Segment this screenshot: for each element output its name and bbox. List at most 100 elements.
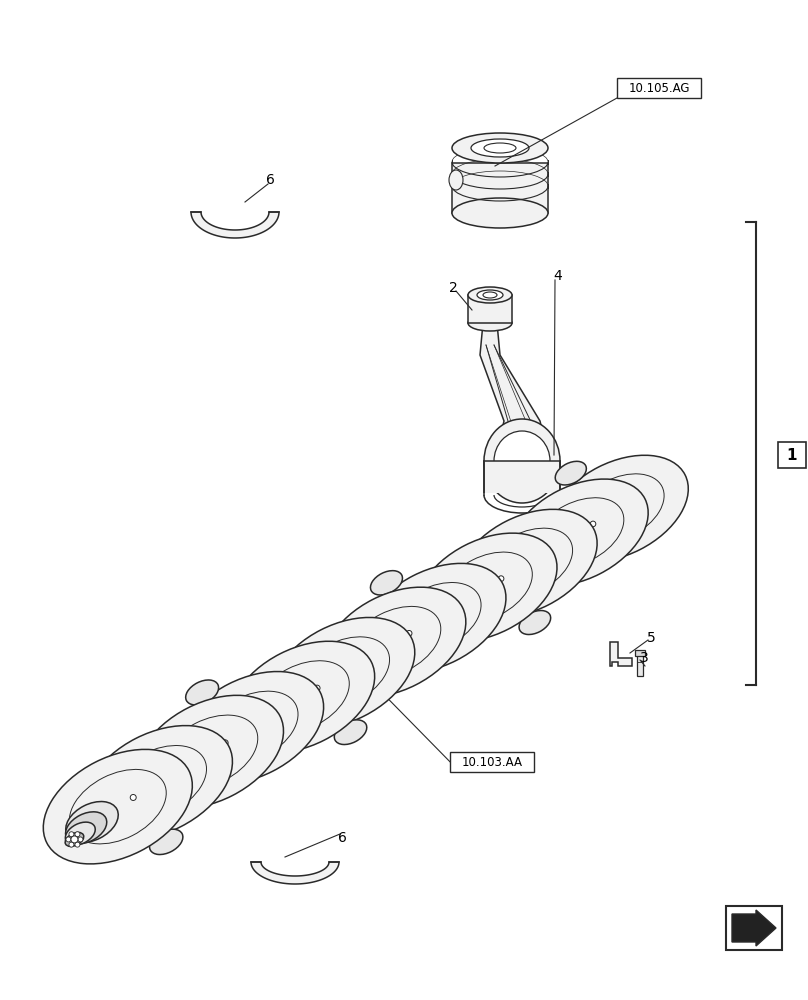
Ellipse shape	[550, 455, 688, 561]
Ellipse shape	[468, 315, 512, 331]
Polygon shape	[390, 614, 430, 651]
Ellipse shape	[65, 822, 95, 845]
Polygon shape	[335, 647, 375, 684]
Circle shape	[355, 661, 360, 667]
Bar	[450, 752, 534, 772]
Ellipse shape	[370, 571, 402, 595]
Bar	[726, 906, 782, 950]
Circle shape	[75, 842, 80, 847]
Circle shape	[66, 837, 71, 842]
Ellipse shape	[65, 812, 107, 844]
Circle shape	[75, 832, 80, 837]
Ellipse shape	[509, 479, 648, 586]
Ellipse shape	[449, 170, 463, 190]
Polygon shape	[468, 295, 512, 323]
Ellipse shape	[484, 419, 560, 503]
Text: 3: 3	[640, 651, 648, 665]
Polygon shape	[610, 642, 632, 666]
Text: 4: 4	[553, 269, 562, 283]
Ellipse shape	[441, 588, 480, 618]
Text: 2: 2	[448, 281, 457, 295]
Circle shape	[71, 836, 78, 843]
Ellipse shape	[471, 139, 529, 157]
Polygon shape	[141, 762, 181, 799]
Ellipse shape	[483, 292, 497, 298]
Bar	[617, 78, 701, 98]
Polygon shape	[224, 713, 264, 750]
Polygon shape	[191, 212, 279, 238]
Polygon shape	[196, 729, 237, 767]
Ellipse shape	[229, 641, 375, 753]
Ellipse shape	[519, 611, 551, 635]
Ellipse shape	[484, 143, 516, 153]
Ellipse shape	[271, 617, 415, 728]
Polygon shape	[445, 581, 486, 618]
Bar	[637, 654, 643, 676]
Ellipse shape	[416, 533, 557, 642]
Ellipse shape	[65, 832, 84, 846]
Polygon shape	[252, 697, 292, 734]
Ellipse shape	[555, 461, 587, 485]
Circle shape	[631, 497, 636, 503]
Polygon shape	[307, 664, 347, 701]
Polygon shape	[484, 461, 560, 493]
Ellipse shape	[626, 478, 664, 508]
Polygon shape	[501, 548, 541, 586]
Polygon shape	[280, 680, 319, 717]
Ellipse shape	[533, 533, 572, 563]
Ellipse shape	[349, 642, 389, 673]
Text: 1: 1	[787, 448, 797, 464]
Ellipse shape	[65, 802, 118, 842]
Polygon shape	[732, 910, 776, 946]
Text: 10.103.AA: 10.103.AA	[461, 756, 523, 770]
Circle shape	[406, 630, 412, 636]
Ellipse shape	[186, 680, 219, 705]
Polygon shape	[473, 565, 513, 602]
Circle shape	[590, 521, 595, 527]
Ellipse shape	[178, 672, 324, 784]
Bar	[635, 650, 645, 656]
Text: 6: 6	[266, 173, 275, 187]
Text: 10.105.AG: 10.105.AG	[629, 83, 690, 96]
Polygon shape	[113, 779, 154, 816]
Polygon shape	[418, 598, 457, 635]
Polygon shape	[169, 746, 208, 783]
Ellipse shape	[468, 287, 512, 303]
Polygon shape	[528, 532, 568, 569]
Ellipse shape	[256, 697, 297, 728]
Circle shape	[170, 770, 177, 776]
Circle shape	[78, 837, 83, 842]
Circle shape	[263, 716, 268, 722]
Polygon shape	[611, 483, 651, 520]
Circle shape	[69, 832, 74, 837]
Circle shape	[222, 740, 228, 746]
Circle shape	[499, 576, 504, 581]
Polygon shape	[556, 516, 595, 553]
Ellipse shape	[335, 720, 367, 745]
Ellipse shape	[164, 751, 204, 783]
Polygon shape	[251, 862, 339, 884]
Ellipse shape	[477, 290, 503, 300]
Ellipse shape	[149, 829, 183, 855]
Circle shape	[539, 552, 545, 557]
Ellipse shape	[322, 587, 466, 697]
Circle shape	[314, 685, 320, 691]
Text: 6: 6	[338, 831, 347, 845]
Ellipse shape	[364, 563, 506, 673]
Polygon shape	[480, 323, 544, 438]
Ellipse shape	[71, 806, 112, 838]
Ellipse shape	[494, 431, 550, 491]
Circle shape	[130, 794, 137, 800]
Ellipse shape	[44, 749, 192, 864]
Ellipse shape	[137, 695, 284, 808]
Ellipse shape	[452, 133, 548, 163]
Polygon shape	[583, 499, 624, 536]
Circle shape	[447, 606, 452, 612]
Text: 5: 5	[646, 631, 655, 645]
Polygon shape	[362, 631, 402, 668]
Polygon shape	[86, 795, 126, 832]
Bar	[778, 442, 806, 468]
Ellipse shape	[84, 726, 233, 839]
Circle shape	[69, 842, 74, 847]
Polygon shape	[452, 163, 548, 213]
